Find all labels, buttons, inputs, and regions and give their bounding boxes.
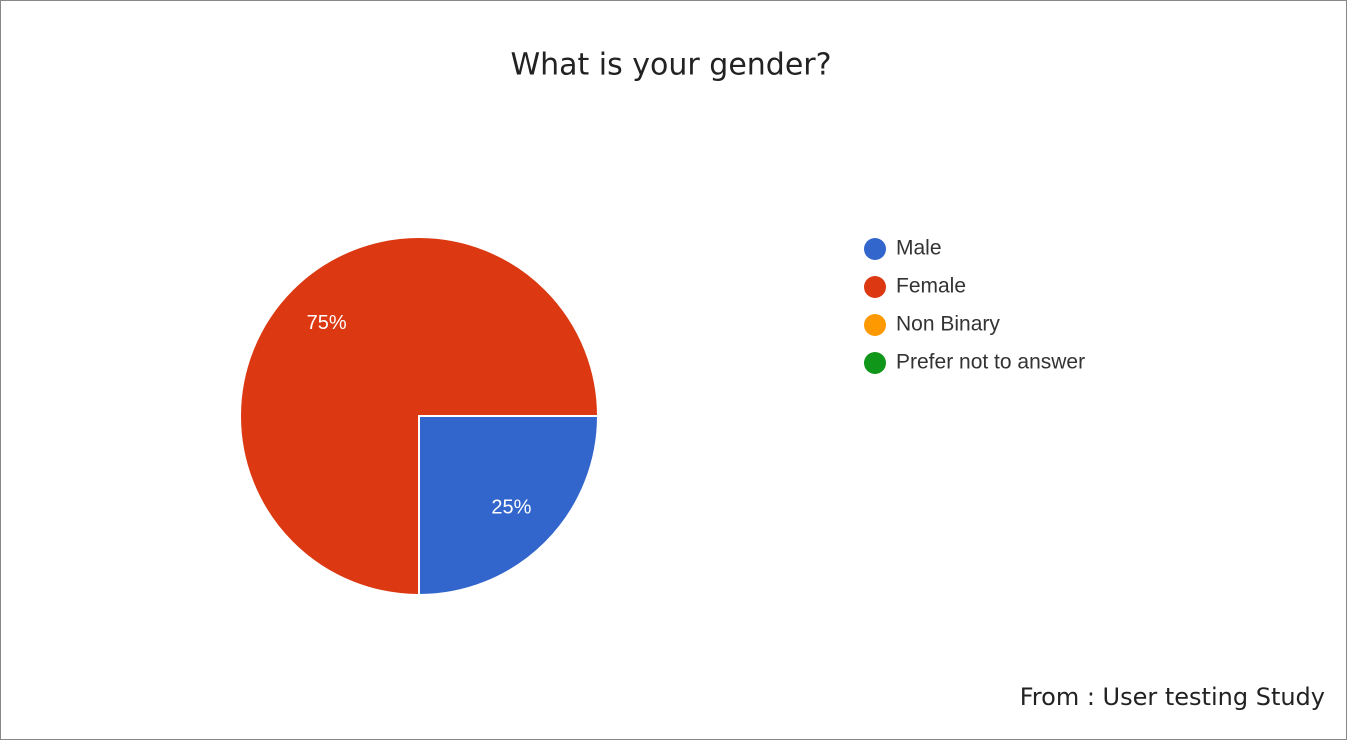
legend-swatch [864, 314, 886, 336]
pie-slice [239, 236, 600, 597]
legend-swatch [864, 276, 886, 298]
legend-label: Non Binary [896, 313, 1000, 336]
legend-label: Male [896, 237, 942, 260]
slice-label: 25% [491, 497, 531, 519]
chart-title: What is your gender? [510, 48, 831, 83]
slice-label: 75% [307, 312, 347, 334]
legend-swatch [864, 238, 886, 260]
legend-label: Female [896, 275, 966, 298]
source-note: From : User testing Study [1020, 683, 1325, 711]
legend-label: Prefer not to answer [896, 351, 1085, 374]
pie-slice [418, 415, 600, 597]
legend-swatch [864, 352, 886, 374]
